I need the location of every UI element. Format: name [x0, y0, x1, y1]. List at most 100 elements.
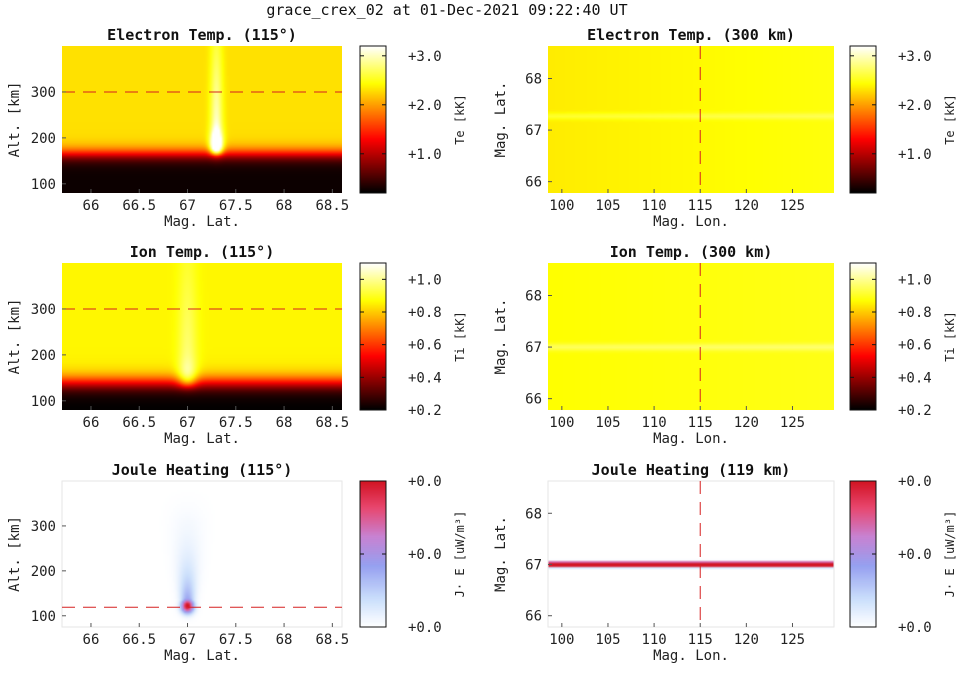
- heatmap-image: [548, 46, 834, 193]
- colorbar: +0.0 +0.0 +0.0 J· E [uW/m³]: [359, 474, 467, 636]
- x-tick-label: 120: [734, 415, 759, 431]
- x-tick-label: 125: [780, 415, 805, 431]
- y-tick-label: 100: [31, 394, 56, 410]
- y-tick-label: 200: [31, 348, 56, 364]
- colorbar-tick-label: +0.6: [408, 338, 442, 354]
- x-axis-label: Mag. Lat.: [164, 214, 240, 230]
- panel-title: Electron Temp. (115°): [107, 26, 297, 44]
- x-tick-label: 100: [549, 198, 574, 214]
- x-tick-label: 115: [688, 198, 713, 214]
- x-tick-label: 100: [549, 632, 574, 648]
- colorbar-gradient: [850, 481, 876, 627]
- colorbar-tick-label: +0.4: [898, 370, 932, 386]
- x-tick-label: 100: [549, 415, 574, 431]
- y-axis-label: Alt. [km]: [7, 516, 23, 592]
- panel-title: Electron Temp. (300 km): [587, 26, 795, 44]
- x-tick-label: 68: [276, 632, 293, 648]
- colorbar-label: Ti [kK]: [453, 311, 467, 362]
- y-tick-label: 68: [525, 71, 542, 87]
- y-tick-label: 66: [525, 392, 542, 408]
- x-tick-label: 110: [641, 415, 666, 431]
- colorbar-tick-label: +0.6: [898, 338, 932, 354]
- heatmap-image: [548, 481, 834, 627]
- panel-te_map: Electron Temp. (300 km) 100 105 110 115 120 12…: [493, 26, 957, 230]
- panel-title: Ion Temp. (300 km): [610, 243, 773, 261]
- colorbar: +0.2 +0.4 +0.6 +0.8 +1.0 Ti [kK]: [359, 262, 467, 419]
- colorbar-tick-label: +1.0: [408, 272, 442, 288]
- y-axis-label: Mag. Lat.: [493, 516, 509, 592]
- colorbar-gradient: [850, 263, 876, 410]
- x-tick-label: 67.5: [219, 198, 253, 214]
- x-tick-label: 66.5: [122, 198, 156, 214]
- x-tick-label: 67: [179, 415, 196, 431]
- panel-title: Joule Heating (119 km): [592, 461, 791, 479]
- colorbar-frame: [359, 262, 387, 411]
- colorbar-tick-label: +1.0: [898, 147, 932, 163]
- y-tick-label: 200: [31, 564, 56, 580]
- x-tick-label: 68: [276, 198, 293, 214]
- x-tick-label: 120: [734, 632, 759, 648]
- y-tick-label: 300: [31, 85, 56, 101]
- y-tick-label: 300: [31, 302, 56, 318]
- colorbar-tick-label: +0.0: [898, 620, 932, 636]
- x-axis-label: Mag. Lat.: [164, 431, 240, 447]
- panels: Electron Temp. (115°) 66 66.5 67 67.5 68 68.5 1…: [7, 26, 957, 664]
- y-tick-label: 67: [525, 123, 542, 139]
- colorbar-tick-label: +3.0: [408, 49, 442, 65]
- y-axis-label: Mag. Lat.: [493, 82, 509, 158]
- x-axis-label: Mag. Lon.: [653, 431, 729, 447]
- colorbar-tick-label: +0.4: [408, 370, 442, 386]
- y-tick-label: 68: [525, 506, 542, 522]
- plot-frame: [61, 480, 343, 628]
- y-tick-label: 100: [31, 609, 56, 625]
- panel-ti_alt: Ion Temp. (115°) 66 66.5 67 67.5 68 68.5 100 200…: [7, 243, 467, 447]
- x-tick-label: 67.5: [219, 632, 253, 648]
- x-tick-label: 115: [688, 415, 713, 431]
- y-tick-label: 66: [525, 609, 542, 625]
- x-axis-label: Mag. Lon.: [653, 214, 729, 230]
- colorbar-tick-label: +2.0: [898, 98, 932, 114]
- colorbar-label: Te [kK]: [943, 94, 957, 145]
- x-tick-label: 105: [595, 415, 620, 431]
- colorbar-tick-label: +1.0: [898, 272, 932, 288]
- heatmap-image: [62, 46, 342, 193]
- colorbar: +0.0 +0.0 +0.0 J· E [uW/m³]: [849, 474, 957, 636]
- x-tick-label: 66: [83, 632, 100, 648]
- panel-ti_map: Ion Temp. (300 km) 100 105 110 115 120 125 66 67…: [493, 243, 957, 447]
- y-tick-label: 300: [31, 519, 56, 535]
- x-tick-label: 110: [641, 632, 666, 648]
- x-tick-label: 125: [780, 198, 805, 214]
- y-axis-label: Alt. [km]: [7, 299, 23, 375]
- x-tick-label: 67.5: [219, 415, 253, 431]
- colorbar-frame: [849, 262, 877, 411]
- colorbar-gradient: [360, 481, 386, 627]
- heatmap-image: [62, 481, 342, 627]
- x-tick-label: 120: [734, 198, 759, 214]
- colorbar-frame: [359, 45, 387, 194]
- y-axis-label: Mag. Lat.: [493, 299, 509, 375]
- heatmap-image: [548, 263, 834, 410]
- colorbar-tick-label: +0.2: [898, 403, 932, 419]
- y-tick-label: 68: [525, 288, 542, 304]
- x-tick-label: 66: [83, 198, 100, 214]
- colorbar-gradient: [360, 46, 386, 193]
- colorbar-tick-label: +0.0: [898, 474, 932, 490]
- x-tick-label: 105: [595, 198, 620, 214]
- x-tick-label: 67: [179, 632, 196, 648]
- y-tick-label: 100: [31, 177, 56, 193]
- colorbar: +0.2 +0.4 +0.6 +0.8 +1.0 Ti [kK]: [849, 262, 957, 419]
- colorbar-tick-label: +3.0: [898, 49, 932, 65]
- panel-title: Joule Heating (115°): [112, 461, 293, 479]
- x-tick-label: 66: [83, 415, 100, 431]
- colorbar-tick-label: +0.0: [408, 547, 442, 563]
- colorbar-tick-label: +0.8: [898, 305, 932, 321]
- colorbar-gradient: [360, 263, 386, 410]
- panel-te_alt: Electron Temp. (115°) 66 66.5 67 67.5 68 68.5 1…: [7, 26, 467, 230]
- colorbar: +1.0 +2.0 +3.0 Te [kK]: [359, 45, 467, 194]
- x-tick-label: 68: [276, 415, 293, 431]
- panel-title: Ion Temp. (115°): [130, 243, 275, 261]
- x-tick-label: 68.5: [315, 415, 349, 431]
- colorbar-label: J· E [uW/m³]: [453, 511, 467, 598]
- y-tick-label: 66: [525, 175, 542, 191]
